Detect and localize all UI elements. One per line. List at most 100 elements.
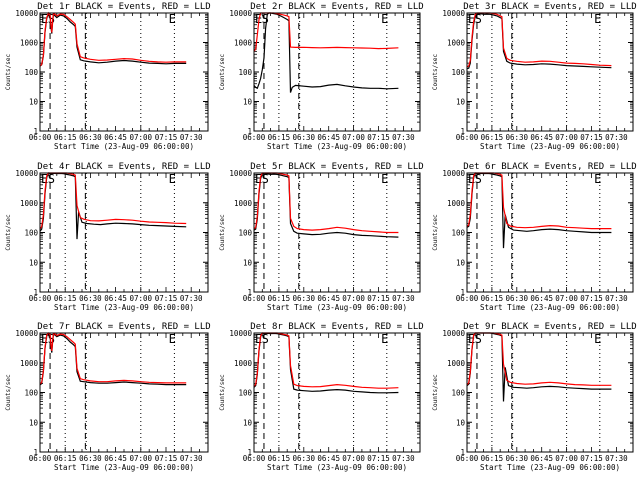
x-tick-label: 07:00 — [555, 454, 578, 463]
y-tick-label: 10000 — [229, 169, 252, 178]
y-tick-label: 10000 — [442, 9, 465, 18]
events-series-line — [466, 332, 612, 402]
x-tick-label: 07:00 — [130, 294, 153, 303]
lld-series-line — [253, 172, 399, 234]
y-tick-label: 1000 — [447, 199, 466, 208]
events-series-line — [253, 332, 399, 394]
x-tick-label: 07:30 — [392, 454, 415, 463]
detector-panel-3: Det 3r BLACK = Events, RED = LLD Counts/s… — [432, 2, 637, 151]
x-tick-label: 07:15 — [367, 133, 390, 142]
x-tick-label: 06:00 — [456, 294, 479, 303]
x-tick-label: 07:30 — [392, 133, 415, 142]
panel-title: Det 6r BLACK = Events, RED = LLD — [463, 162, 636, 172]
marker-letter: E — [255, 172, 262, 186]
x-tick-label: 06:45 — [104, 454, 127, 463]
x-tick-label: 06:15 — [268, 133, 291, 142]
detector-panel-6: Det 6r BLACK = Events, RED = LLD Counts/s… — [432, 162, 637, 312]
y-tick-label: 10 — [456, 98, 466, 107]
y-axis-label: Counts/sec — [219, 54, 226, 91]
marker-letter: S — [475, 12, 482, 26]
y-axis-label: Counts/sec — [5, 214, 12, 251]
lld-series-line — [466, 172, 612, 230]
x-axis-label: Start Time (23-Aug-09 06:00:00) — [54, 303, 194, 312]
events-series-line — [253, 172, 399, 238]
x-axis-label: Start Time (23-Aug-09 06:00:00) — [267, 463, 407, 472]
x-tick-label: 06:45 — [104, 294, 127, 303]
y-axis-label: Counts/sec — [5, 374, 12, 411]
plot-frame — [253, 332, 421, 453]
x-tick-label: 06:15 — [54, 133, 77, 142]
marker-letter: E — [41, 172, 48, 186]
x-tick-label: 06:45 — [317, 133, 340, 142]
detector-panel-2: Det 2r BLACK = Events, RED = LLD Counts/s… — [219, 2, 424, 151]
marker-letter: E — [381, 332, 388, 346]
detector-panel-7: Det 7r BLACK = Events, RED = LLD Counts/s… — [5, 322, 211, 472]
x-axis-label: Start Time (23-Aug-09 06:00:00) — [54, 463, 194, 472]
detector-panel-9: Det 9r BLACK = Events, RED = LLD Counts/s… — [432, 322, 637, 472]
plot-frame — [39, 172, 209, 293]
y-axis-label: Counts/sec — [219, 214, 226, 251]
y-tick-label: 1 — [247, 127, 252, 136]
y-tick-label: 1000 — [234, 199, 253, 208]
panel-title: Det 2r BLACK = Events, RED = LLD — [250, 2, 423, 12]
x-axis-label: Start Time (23-Aug-09 06:00:00) — [267, 142, 407, 151]
lld-series-line — [466, 12, 612, 68]
x-tick-label: 07:30 — [605, 294, 628, 303]
y-tick-label: 10000 — [442, 329, 465, 338]
events-series-line — [39, 12, 187, 67]
plot-frame — [466, 12, 634, 132]
x-axis-label: Start Time (23-Aug-09 06:00:00) — [267, 303, 407, 312]
detector-panel-4: Det 4r BLACK = Events, RED = LLD Counts/s… — [5, 162, 211, 312]
marker-letter: E — [468, 12, 475, 26]
x-tick-label: 06:30 — [506, 294, 529, 303]
marker-letter: E — [468, 172, 475, 186]
y-tick-label: 10000 — [229, 9, 252, 18]
x-tick-label: 06:30 — [293, 133, 316, 142]
lld-series-line — [253, 332, 399, 389]
x-tick-label: 06:45 — [317, 294, 340, 303]
x-tick-label: 06:00 — [456, 454, 479, 463]
x-tick-label: 06:15 — [268, 454, 291, 463]
y-tick-label: 1 — [33, 288, 38, 297]
x-tick-label: 06:00 — [29, 133, 52, 142]
y-tick-label: 10 — [456, 258, 466, 267]
x-axis-label: Start Time (23-Aug-09 06:00:00) — [480, 142, 620, 151]
y-tick-label: 10 — [243, 98, 253, 107]
marker-letter: E — [169, 332, 176, 346]
y-axis-label: Counts/sec — [219, 374, 226, 411]
lld-series-line — [39, 11, 187, 67]
x-tick-label: 07:00 — [342, 454, 365, 463]
x-tick-label: 07:15 — [580, 454, 603, 463]
y-tick-label: 10000 — [15, 9, 38, 18]
x-tick-label: 06:30 — [79, 133, 102, 142]
marker-letter: E — [169, 12, 176, 26]
y-tick-label: 1 — [33, 127, 38, 136]
x-tick-label: 07:30 — [180, 454, 203, 463]
y-tick-label: 1000 — [234, 39, 253, 48]
y-tick-label: 10000 — [15, 329, 38, 338]
x-tick-label: 06:45 — [530, 294, 553, 303]
detector-panel-8: Det 8r BLACK = Events, RED = LLD Counts/s… — [219, 322, 424, 472]
y-tick-label: 100 — [238, 229, 252, 238]
marker-letter: S — [262, 12, 269, 26]
marker-letter: S — [48, 332, 55, 346]
x-tick-label: 06:45 — [530, 454, 553, 463]
plot-frame — [253, 172, 421, 293]
plot-frame — [466, 332, 634, 453]
panel-title: Det 1r BLACK = Events, RED = LLD — [37, 2, 210, 12]
x-tick-label: 07:15 — [155, 294, 178, 303]
x-tick-label: 07:30 — [605, 454, 628, 463]
y-tick-label: 100 — [451, 68, 465, 77]
x-tick-label: 07:15 — [155, 454, 178, 463]
panel-title: Det 3r BLACK = Events, RED = LLD — [463, 2, 636, 12]
x-tick-label: 06:30 — [506, 454, 529, 463]
events-series-line — [466, 13, 612, 70]
y-axis-label: Counts/sec — [5, 54, 12, 91]
y-tick-label: 10000 — [442, 169, 465, 178]
marker-letter: S — [48, 172, 55, 186]
y-tick-label: 1000 — [20, 359, 39, 368]
x-tick-label: 06:30 — [293, 454, 316, 463]
marker-letter: E — [381, 172, 388, 186]
marker-letter: E — [255, 332, 262, 346]
